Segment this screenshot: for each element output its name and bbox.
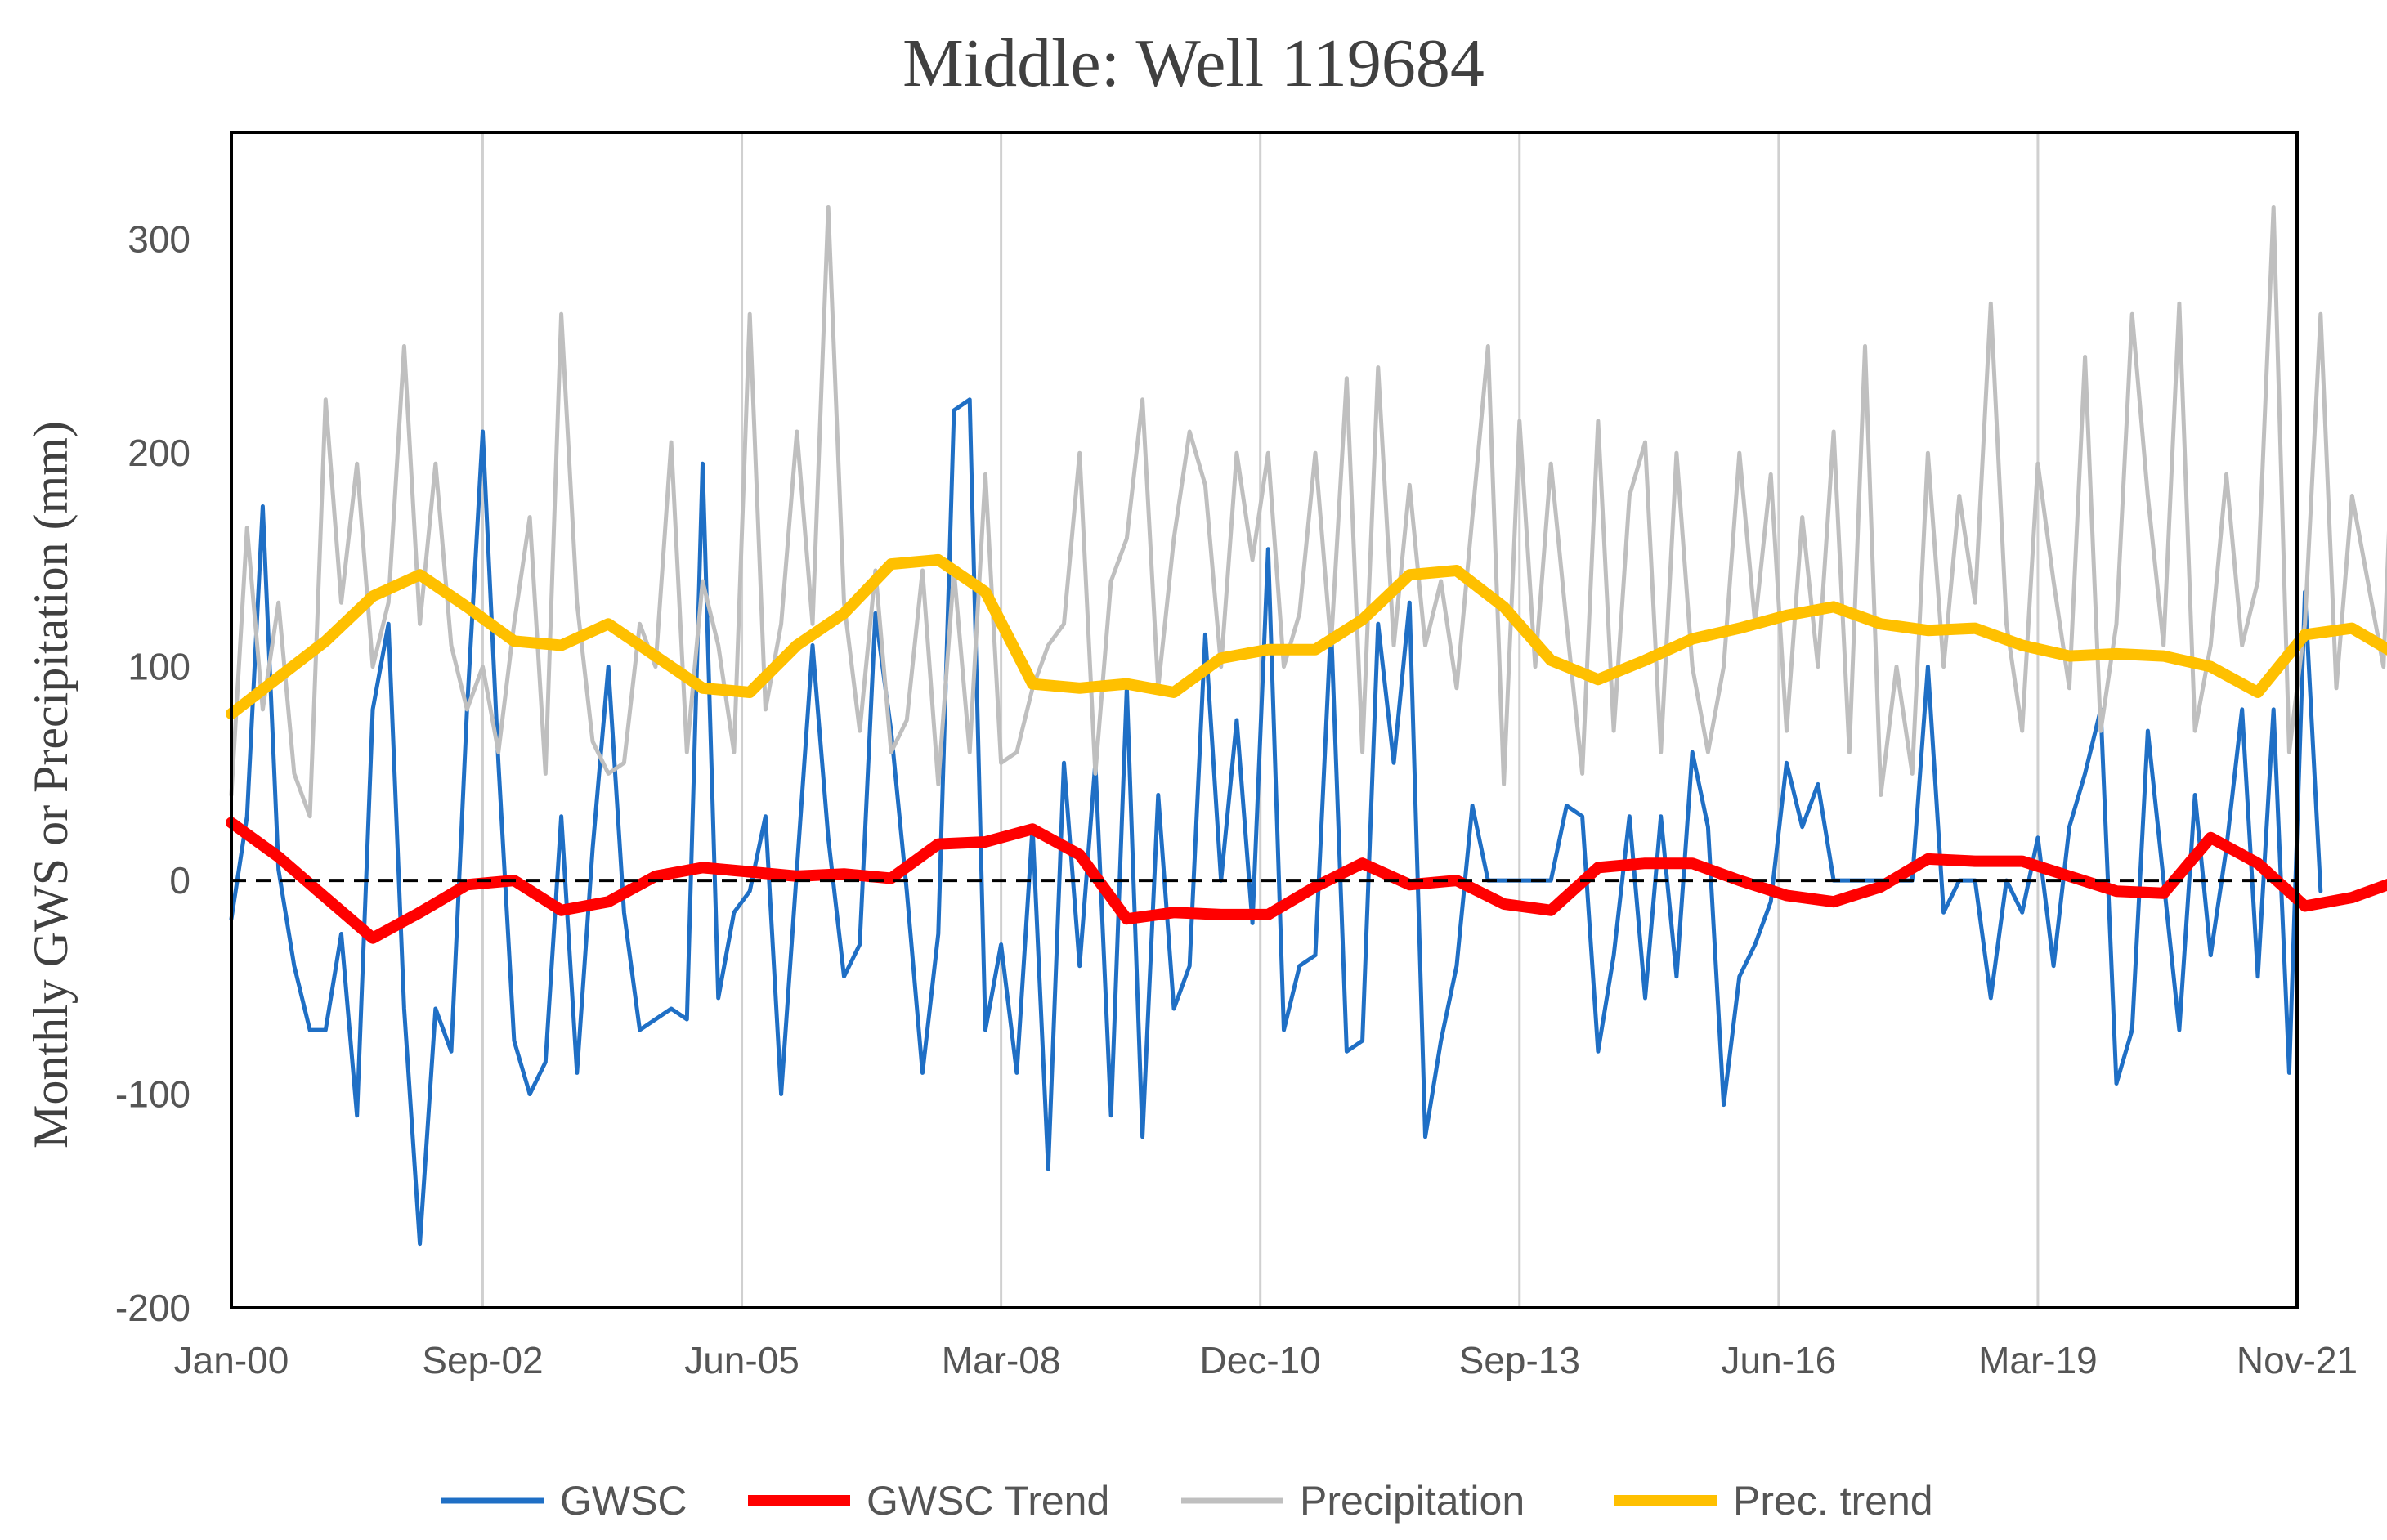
x-tick-label-jun-05: Jun-05	[684, 1339, 799, 1381]
y-tick-label: 0	[169, 859, 190, 902]
y-tick-label: 300	[128, 218, 190, 261]
series-prec-trend-line	[226, 553, 2387, 720]
x-tick-label-jan-00: Jan-00	[174, 1339, 289, 1381]
y-tick-label: -200	[115, 1287, 190, 1329]
x-tick-label-dec-10: Dec-10	[1200, 1339, 1321, 1381]
x-tick-label-mar-08: Mar-08	[942, 1339, 1061, 1381]
legend-label-gwsc: GWSC	[560, 1478, 687, 1524]
series-lines	[226, 205, 2387, 1247]
series-gwsc-trend-line	[226, 817, 2387, 944]
x-tick-label-sep-02: Sep-02	[422, 1339, 543, 1381]
y-tick-label: 200	[128, 432, 190, 474]
legend-label-gwsc-trend: GWSC Trend	[867, 1478, 1109, 1524]
x-tick-label-nov-21: Nov-21	[2237, 1339, 2358, 1381]
series-precipitation-line	[229, 205, 2387, 819]
series-gwsc-line	[229, 397, 2323, 1247]
plot-frame	[230, 131, 2299, 1309]
y-axis-label: Monthly GWS or Precipitation (mm)	[24, 421, 78, 1148]
x-tick-label-sep-13: Sep-13	[1459, 1339, 1580, 1381]
legend: GWSC GWSC Trend Precipitation Prec. trend	[441, 1478, 1933, 1524]
y-tick-label: 100	[128, 646, 190, 688]
x-tick-label-mar-19: Mar-19	[1978, 1339, 2098, 1381]
legend-label-prec-trend: Prec. trend	[1733, 1478, 1933, 1524]
x-tick-label-jun-16: Jun-16	[1722, 1339, 1837, 1381]
y-tick-label: -100	[115, 1073, 190, 1116]
legend-label-precipitation: Precipitation	[1300, 1478, 1525, 1524]
chart-title: Middle: Well 119684	[902, 25, 1485, 101]
vertical-gridlines	[481, 132, 2040, 1308]
x-tick-labels: Jan-00 Sep-02 Jun-05 Mar-08 Dec-10 Sep-13 Jun-…	[174, 1339, 2358, 1381]
y-tick-labels: -200 -100 0 100 200 300	[115, 218, 190, 1329]
